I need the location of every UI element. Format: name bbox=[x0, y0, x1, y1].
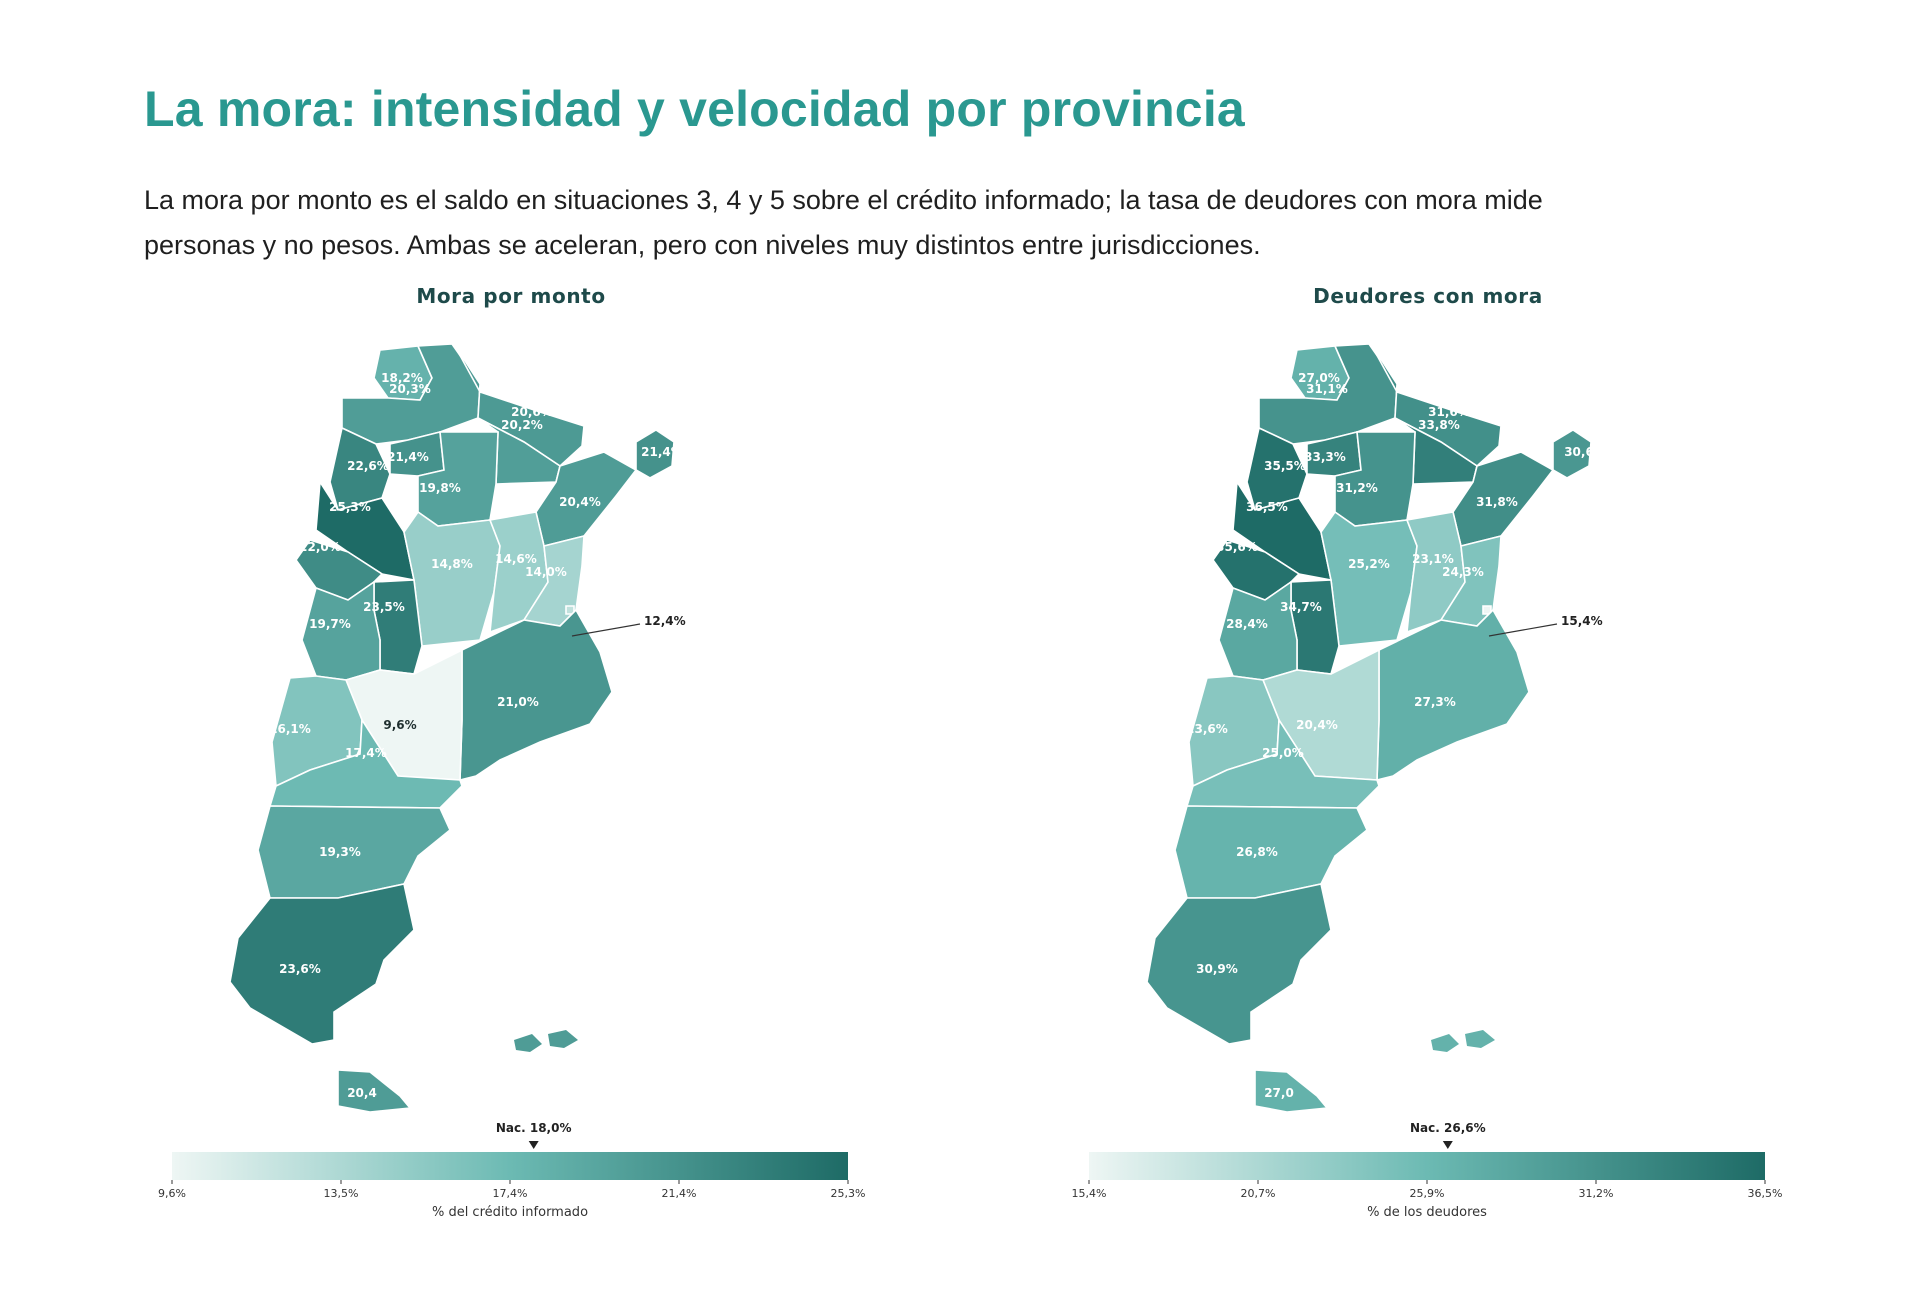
map-title-deudores: Deudores con mora bbox=[1313, 284, 1543, 308]
province-label-santafe: 23,1% bbox=[1412, 552, 1454, 566]
province-label-salta: 20,3% bbox=[389, 382, 431, 396]
province-tierradelfuego bbox=[1254, 1069, 1329, 1113]
province-label-neuquen: 16,1% bbox=[269, 722, 311, 736]
province-sanluis bbox=[1290, 579, 1340, 675]
national-label: Nac. 18,0% bbox=[496, 1121, 572, 1135]
province-label-sanluis: 34,7% bbox=[1280, 600, 1322, 614]
province-label-lapampa: 9,6% bbox=[383, 718, 416, 732]
colorbar-tick: 25,9% bbox=[1410, 1187, 1445, 1200]
province-label-corrientes: 31,8% bbox=[1476, 495, 1518, 509]
malvinas-islands bbox=[1431, 1030, 1495, 1052]
province-label-sanjuan: 35,6% bbox=[1216, 540, 1258, 554]
province-label-tucuman: 33,3% bbox=[1304, 450, 1346, 464]
province-label-larioja: 36,5% bbox=[1246, 500, 1288, 514]
province-label-mendoza: 28,4% bbox=[1226, 617, 1268, 631]
colorbar-tick: 31,2% bbox=[1579, 1187, 1614, 1200]
province-label-neuquen: 23,6% bbox=[1186, 722, 1228, 736]
province-label-misiones: 21,4% bbox=[641, 445, 683, 459]
province-label-sanjuan: 22,0% bbox=[299, 540, 341, 554]
province-mendoza bbox=[301, 580, 381, 681]
colorbar bbox=[1089, 1152, 1765, 1180]
province-label-jujuy: 18,2% bbox=[381, 371, 423, 385]
caba-leader-line bbox=[1488, 623, 1558, 637]
intro-text: La mora por monto es el saldo en situaci… bbox=[144, 178, 1744, 268]
province-label-santacruz: 23,6% bbox=[279, 962, 321, 976]
province-label-buenosaires: 27,3% bbox=[1414, 695, 1456, 709]
colorbar-label: % de los deudores bbox=[1367, 1205, 1487, 1220]
province-label-chubut: 19,3% bbox=[319, 845, 361, 859]
province-label-chaco: 20,2% bbox=[501, 418, 543, 432]
province-label-buenosaires: 21,0% bbox=[497, 695, 539, 709]
province-label-caba: 12,4% bbox=[644, 614, 686, 628]
malvinas-islands bbox=[514, 1030, 578, 1052]
province-sanluis bbox=[373, 579, 423, 675]
caba-leader-line bbox=[571, 623, 641, 637]
colorbar-tick: 15,4% bbox=[1072, 1187, 1107, 1200]
province-label-santacruz: 30,9% bbox=[1196, 962, 1238, 976]
province-label-jujuy: 27,0% bbox=[1298, 371, 1340, 385]
colorbar bbox=[172, 1152, 848, 1180]
national-label: Nac. 26,6% bbox=[1410, 1121, 1486, 1135]
province-label-santiago: 19,8% bbox=[419, 481, 461, 495]
page-title: La mora: intensidad y velocidad por prov… bbox=[144, 81, 1245, 137]
province-label-tierradelfuego: 27,0 bbox=[1264, 1086, 1294, 1100]
province-label-larioja: 25,3% bbox=[329, 500, 371, 514]
province-label-rionegro: 25,0% bbox=[1262, 746, 1304, 760]
province-label-chubut: 26,8% bbox=[1236, 845, 1278, 859]
colorbar-tick: 36,5% bbox=[1748, 1187, 1783, 1200]
colorbar-tick: 17,4% bbox=[493, 1187, 528, 1200]
province-label-chaco: 33,8% bbox=[1418, 418, 1460, 432]
intro-line-1: La mora por monto es el saldo en situaci… bbox=[144, 185, 1543, 215]
province-label-entrerios: 14,0% bbox=[525, 565, 567, 579]
province-label-santafe: 14,6% bbox=[495, 552, 537, 566]
province-label-santiago: 31,2% bbox=[1336, 481, 1378, 495]
colorbar-tick: 21,4% bbox=[662, 1187, 697, 1200]
map-title-monto: Mora por monto bbox=[416, 284, 606, 308]
province-label-caba: 15,4% bbox=[1561, 614, 1603, 628]
province-label-cordoba: 25,2% bbox=[1348, 557, 1390, 571]
colorbar-label: % del crédito informado bbox=[432, 1205, 588, 1220]
province-label-entrerios: 24,3% bbox=[1442, 565, 1484, 579]
national-marker bbox=[528, 1141, 539, 1149]
map-deudores-con-mora: 27,0%31,1% 31,6%33,8% 30,6 35,5%33,3% 31,2% 3… bbox=[1072, 343, 1783, 1220]
map-mora-por-monto: 18,2%20,3%20,6%20,2%21,4%22,6%21,4%19,8%… bbox=[158, 343, 866, 1220]
province-label-salta: 31,1% bbox=[1306, 382, 1348, 396]
province-cordoba bbox=[403, 510, 501, 647]
colorbar-tick: 25,3% bbox=[831, 1187, 866, 1200]
province-label-rionegro: 17,4% bbox=[345, 746, 387, 760]
province-label-formosa: 31,6% bbox=[1428, 405, 1470, 419]
province-label-formosa: 20,6% bbox=[511, 405, 553, 419]
province-label-corrientes: 20,4% bbox=[559, 495, 601, 509]
province-label-mendoza: 19,7% bbox=[309, 617, 351, 631]
colorbar-tick: 13,5% bbox=[324, 1187, 359, 1200]
national-marker bbox=[1442, 1141, 1453, 1149]
colorbar-tick: 9,6% bbox=[158, 1187, 186, 1200]
province-label-catamarca: 22,6% bbox=[347, 459, 389, 473]
colorbar-tick: 20,7% bbox=[1241, 1187, 1276, 1200]
province-mendoza bbox=[1218, 580, 1298, 681]
province-label-cordoba: 14,8% bbox=[431, 557, 473, 571]
province-label-catamarca: 35,5% bbox=[1264, 459, 1306, 473]
province-tierradelfuego bbox=[337, 1069, 412, 1113]
province-label-lapampa: 20,4% bbox=[1296, 718, 1338, 732]
province-label-tierradelfuego: 20,4 bbox=[347, 1086, 377, 1100]
province-label-tucuman: 21,4% bbox=[387, 450, 429, 464]
intro-line-2: personas y no pesos. Ambas se aceleran, … bbox=[144, 230, 1261, 260]
province-santacruz bbox=[1146, 883, 1332, 1045]
province-cordoba bbox=[1320, 510, 1418, 647]
province-santacruz bbox=[229, 883, 415, 1045]
province-label-sanluis: 23,5% bbox=[363, 600, 405, 614]
province-label-misiones: 30,6 bbox=[1564, 445, 1594, 459]
